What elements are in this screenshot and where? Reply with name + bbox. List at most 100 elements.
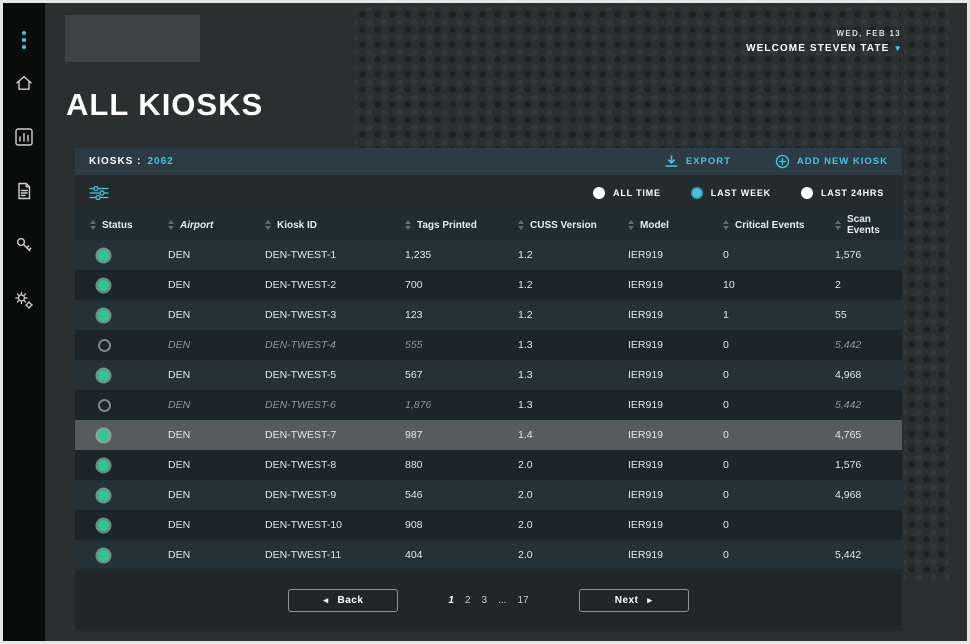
table-row[interactable]: DEN DEN-TWEST-9 546 2.0 IER919 0 4,968 [75,480,902,510]
export-button[interactable]: EXPORT [664,154,731,169]
column-header-scan-events[interactable]: Scan Events [835,214,902,236]
column-header-kiosk-id[interactable]: Kiosk ID [265,220,405,231]
sidebar-item-menu[interactable] [22,31,26,49]
settings-gears-icon [13,289,35,311]
status-active-icon [98,489,109,501]
status-cell [90,549,168,561]
table-row[interactable]: DEN DEN-TWEST-1 1,235 1.2 IER919 0 1,576 [75,240,902,270]
table-row[interactable]: DEN DEN-TWEST-3 123 1.2 IER919 1 55 [75,300,902,330]
chevron-down-icon: ▾ [895,43,901,53]
scan-events-cell: 5,442 [835,549,862,561]
kiosk-id-cell: DEN-TWEST-8 [265,459,337,471]
radio-icon[interactable] [690,186,703,199]
table-row[interactable]: DEN DEN-TWEST-5 567 1.3 IER919 0 4,968 [75,360,902,390]
model-cell: IER919 [628,459,664,471]
cuss-version-cell: 1.3 [518,369,533,381]
table-row[interactable]: DEN DEN-TWEST-11 404 2.0 IER919 0 5,442 [75,540,902,570]
scan-events-cell: 4,968 [835,369,862,381]
filter-last-week[interactable]: LAST WEEK [690,186,771,199]
status-cell [90,369,168,381]
cuss-version-cell: 2.0 [518,549,533,561]
next-button[interactable]: Next ▸ [578,588,689,612]
column-header-model[interactable]: Model [628,220,723,231]
tags-printed-cell: 567 [405,369,423,381]
kiosk-id-cell: DEN-TWEST-5 [265,369,337,381]
tags-printed-cell: 908 [405,519,423,531]
table-body: DEN DEN-TWEST-1 1,235 1.2 IER919 0 1,576 DEN DEN… [75,240,902,570]
airport-cell: DEN [168,339,191,351]
column-header-airport[interactable]: Airport [168,220,265,231]
table-row[interactable]: DEN DEN-TWEST-8 880 2.0 IER919 0 1,576 [75,450,902,480]
add-new-kiosk-button[interactable]: ADD NEW KIOSK [775,154,888,169]
column-header-status[interactable]: Status [90,220,168,231]
column-header-critical-events[interactable]: Critical Events [723,220,835,231]
tags-printed-cell: 404 [405,549,423,561]
table-row[interactable]: DEN DEN-TWEST-10 908 2.0 IER919 0 [75,510,902,540]
airport-cell: DEN [168,549,191,561]
status-cell [90,309,168,321]
page-number[interactable]: 17 [517,594,529,606]
tags-printed-cell: 555 [405,339,423,351]
sort-icon [90,220,96,230]
status-inactive-icon [98,338,111,352]
sidebar-item-reports[interactable] [14,181,34,201]
back-button[interactable]: ◂ Back [288,588,399,612]
download-icon [664,154,679,169]
filter-sliders-button[interactable] [89,185,109,200]
logo[interactable] [65,15,200,62]
radio-icon[interactable] [593,186,606,199]
status-active-icon [98,549,109,561]
tags-printed-cell: 546 [405,489,423,501]
next-label: Next [614,594,639,606]
cuss-version-cell: 2.0 [518,519,533,531]
scan-events-cell: 1,576 [835,249,862,261]
airport-cell: DEN [168,429,191,441]
sidebar-item-access[interactable] [14,235,34,255]
sliders-icon [89,185,109,200]
scan-events-cell: 1,576 [835,459,862,471]
status-active-icon [98,309,109,321]
back-arrow-icon: ◂ [323,594,329,605]
table-row[interactable]: DEN DEN-TWEST-7 987 1.4 IER919 0 4,765 [75,420,902,450]
column-header-cuss-version[interactable]: CUSS Version [518,220,628,231]
tags-printed-cell: 880 [405,459,423,471]
status-inactive-icon [98,398,111,412]
model-cell: IER919 [628,489,664,501]
critical-events-cell: 10 [723,279,735,291]
sort-icon [265,220,271,230]
critical-events-cell: 0 [723,369,729,381]
tags-printed-cell: 123 [405,309,423,321]
filter-last-24hrs[interactable]: LAST 24HRS [800,186,884,199]
table-row[interactable]: DEN DEN-TWEST-4 555 1.3 IER919 0 5,442 [75,330,902,360]
model-cell: IER919 [628,429,664,441]
critical-events-cell: 0 [723,519,729,531]
column-header-tags-printed[interactable]: Tags Printed [405,220,518,231]
sidebar-item-home[interactable] [14,73,34,93]
airport-cell: DEN [168,459,191,471]
radio-icon[interactable] [800,186,813,199]
status-cell [90,459,168,471]
status-cell [90,398,168,412]
cuss-version-cell: 1.4 [518,429,533,441]
kiosk-id-cell: DEN-TWEST-2 [265,279,337,291]
user-menu[interactable]: WELCOME STEVEN TATE ▾ [746,43,901,54]
filter-all-time[interactable]: ALL TIME [593,186,661,199]
page-number[interactable]: 2 [464,594,471,606]
page-number[interactable]: 3 [481,594,488,606]
cuss-version-cell: 1.3 [518,399,533,411]
status-active-icon [98,519,109,531]
page-number[interactable]: 1 [448,594,454,606]
cuss-version-cell: 1.3 [518,339,533,351]
dot-pattern-right [904,7,949,581]
tags-printed-cell: 987 [405,429,423,441]
status-cell [90,249,168,261]
sidebar-item-settings[interactable] [13,289,35,311]
critical-events-cell: 0 [723,249,729,261]
sort-icon [723,220,729,230]
sidebar-item-analytics[interactable] [14,127,34,147]
table-row[interactable]: DEN DEN-TWEST-2 700 1.2 IER919 10 2 [75,270,902,300]
table-row[interactable]: DEN DEN-TWEST-6 1,876 1.3 IER919 0 5,442 [75,390,902,420]
cuss-version-cell: 1.2 [518,309,533,321]
status-active-icon [98,459,109,471]
